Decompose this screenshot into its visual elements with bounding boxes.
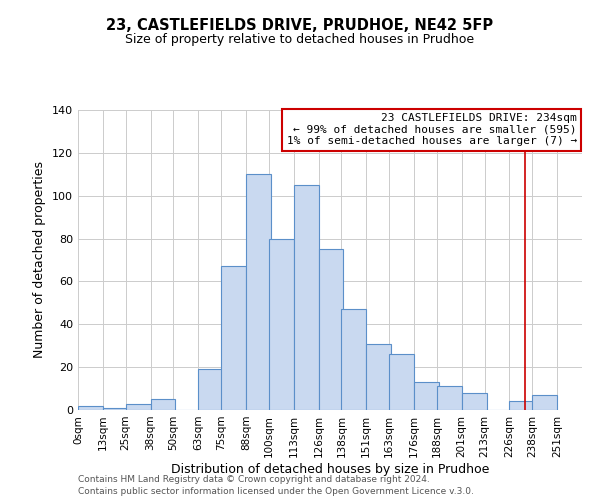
Bar	[341, 310, 366, 410]
Text: Size of property relative to detached houses in Prudhoe: Size of property relative to detached ho…	[125, 32, 475, 46]
Text: 23 CASTLEFIELDS DRIVE: 234sqm
← 99% of detached houses are smaller (595)
1% of s: 23 CASTLEFIELDS DRIVE: 234sqm ← 99% of d…	[287, 113, 577, 146]
Bar	[437, 386, 462, 410]
Bar	[103, 408, 128, 410]
Bar	[462, 393, 487, 410]
Bar	[414, 382, 439, 410]
Text: Contains HM Land Registry data © Crown copyright and database right 2024.: Contains HM Land Registry data © Crown c…	[78, 475, 430, 484]
Text: 23, CASTLEFIELDS DRIVE, PRUDHOE, NE42 5FP: 23, CASTLEFIELDS DRIVE, PRUDHOE, NE42 5F…	[106, 18, 494, 32]
Bar	[78, 406, 103, 410]
Bar	[532, 395, 557, 410]
Bar	[294, 185, 319, 410]
Bar	[221, 266, 246, 410]
X-axis label: Distribution of detached houses by size in Prudhoe: Distribution of detached houses by size …	[171, 462, 489, 475]
Bar	[389, 354, 414, 410]
Bar	[319, 250, 343, 410]
Bar	[509, 402, 534, 410]
Bar	[198, 370, 223, 410]
Bar	[126, 404, 151, 410]
Bar	[246, 174, 271, 410]
Bar	[151, 400, 175, 410]
Bar	[366, 344, 391, 410]
Y-axis label: Number of detached properties: Number of detached properties	[34, 162, 46, 358]
Text: Contains public sector information licensed under the Open Government Licence v.: Contains public sector information licen…	[78, 488, 474, 496]
Bar	[269, 238, 294, 410]
